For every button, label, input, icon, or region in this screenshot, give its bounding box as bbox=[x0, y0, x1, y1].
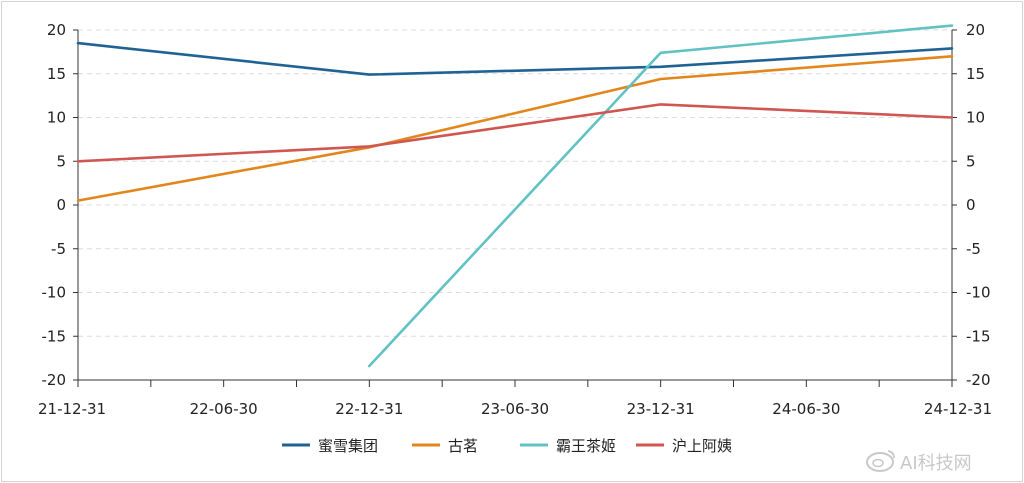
y-tick-label-left: -5 bbox=[51, 240, 66, 258]
y-tick-label-right: 10 bbox=[966, 109, 985, 127]
y-tick-label-right: -15 bbox=[966, 327, 991, 345]
y-tick-label-left: -20 bbox=[42, 371, 67, 389]
legend-label: 霸王茶姬 bbox=[556, 437, 616, 455]
y-tick-label-left: 0 bbox=[56, 196, 66, 214]
y-tick-label-right: -10 bbox=[966, 284, 991, 302]
series-line bbox=[76, 41, 954, 76]
x-tick-label: 24-12-31 bbox=[924, 400, 992, 418]
y-tick-label-left: 10 bbox=[47, 109, 66, 127]
legend-label: 古茗 bbox=[448, 437, 478, 455]
x-tick-label: 22-12-31 bbox=[335, 400, 403, 418]
x-tick-label: 23-06-30 bbox=[481, 400, 549, 418]
series-line bbox=[76, 54, 954, 202]
y-tick-label-right: 5 bbox=[966, 152, 976, 170]
legend-label: 蜜雪集团 bbox=[318, 437, 378, 455]
x-tick-label: 23-12-31 bbox=[627, 400, 695, 418]
legend: 蜜雪集团 古茗 霸王茶姬 沪上阿姨 bbox=[282, 437, 732, 455]
legend-label: 沪上阿姨 bbox=[672, 437, 732, 455]
weibo-logo-icon bbox=[866, 450, 895, 472]
y-tick-label-left: 20 bbox=[47, 21, 66, 39]
y-tick-label-right: -5 bbox=[966, 240, 981, 258]
y-tick-label-left: 15 bbox=[47, 65, 66, 83]
series-lines bbox=[76, 24, 954, 368]
y-tick-label-left: 5 bbox=[56, 152, 66, 170]
y-tick-label-right: 15 bbox=[966, 65, 985, 83]
y-tick-label-left: -15 bbox=[42, 327, 67, 345]
x-tick-label: 21-12-31 bbox=[38, 400, 106, 418]
gridlines bbox=[78, 29, 952, 337]
x-tick-label: 22-06-30 bbox=[190, 400, 258, 418]
y-tick-label-left: -10 bbox=[42, 284, 67, 302]
y-tick-label-right: -20 bbox=[966, 371, 991, 389]
axis-ticks: 20 20 15 15 10 10 5 5 0 0 -5 -5 -10 -10 -15 -15 -20 -20 21… bbox=[38, 21, 992, 418]
y-tick-label-right: 0 bbox=[966, 196, 976, 214]
watermark-text: AI科技网 bbox=[900, 453, 972, 474]
x-tick-label: 24-06-30 bbox=[772, 400, 840, 418]
y-tick-label-right: 20 bbox=[966, 21, 985, 39]
series-line bbox=[367, 24, 954, 368]
series-line bbox=[76, 103, 954, 163]
watermark: AI科技网 bbox=[866, 450, 972, 474]
